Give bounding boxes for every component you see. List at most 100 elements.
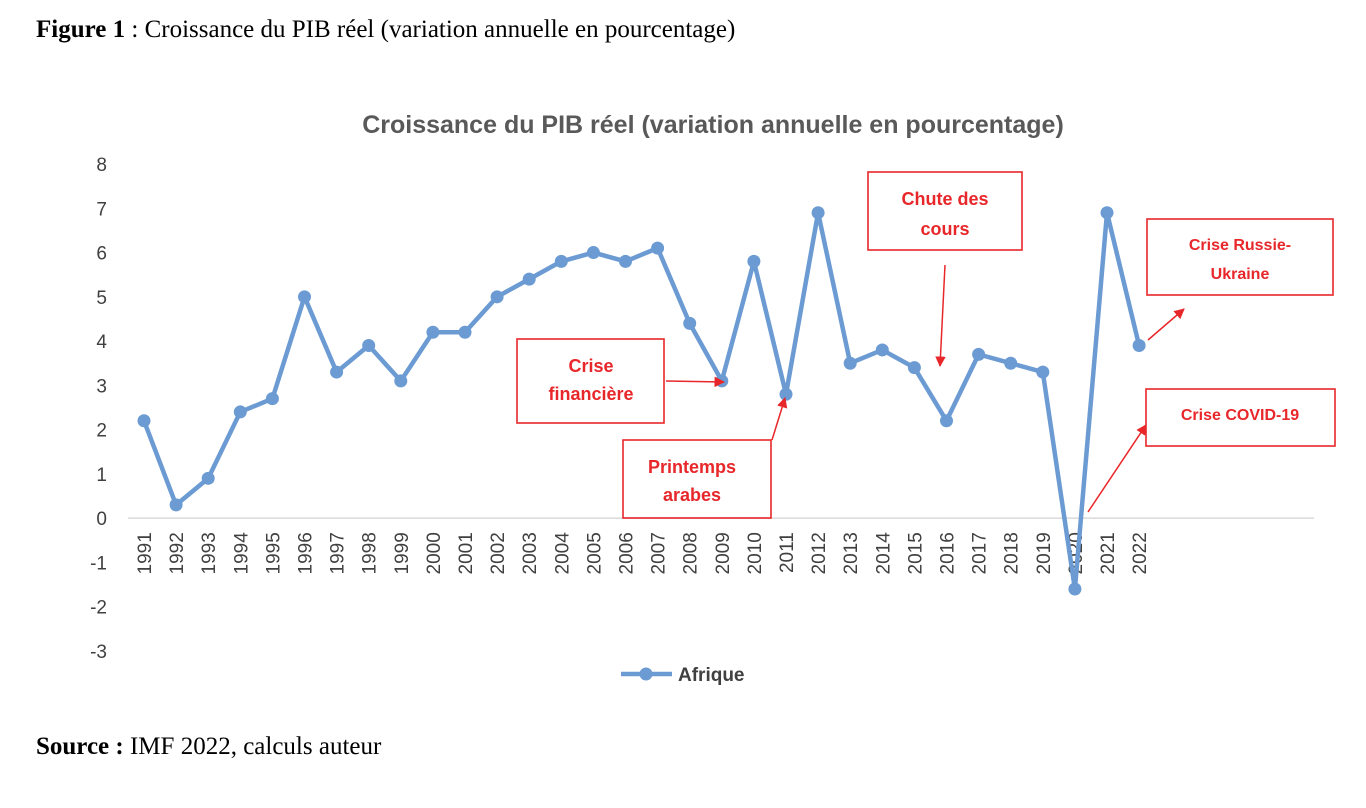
annotation-box	[1146, 218, 1334, 296]
data-point	[586, 246, 600, 260]
data-point	[490, 290, 504, 304]
x-tick-label: 2005	[584, 532, 605, 574]
annotation-text: Ukraine	[1211, 266, 1270, 283]
data-point	[875, 343, 889, 357]
annotation-box	[1145, 388, 1336, 447]
data-point	[298, 290, 311, 304]
annotation-2016: Chute des cours	[867, 171, 1023, 368]
data-point	[330, 365, 344, 379]
x-axis: 1991 1992 1993 1994 1995 1996 1997 1998 1999 2000…	[135, 532, 1151, 575]
data-point	[1068, 582, 1082, 596]
annotation-text: Chute des	[901, 189, 988, 209]
figure-caption-label: Figure 1	[36, 16, 126, 43]
series-line	[141, 210, 1142, 592]
x-tick-label: 2008	[681, 532, 702, 574]
x-tick-label: 2003	[520, 532, 541, 574]
data-point	[811, 206, 825, 220]
y-tick-label: 4	[96, 332, 107, 353]
legend-swatch-marker	[639, 667, 653, 681]
x-tick-label: 2011	[777, 532, 798, 573]
data-point	[233, 405, 247, 419]
data-point	[458, 325, 472, 339]
x-tick-label: 2022	[1130, 532, 1151, 574]
x-tick-label: 2013	[841, 532, 862, 574]
annotation-text: Crise	[568, 356, 613, 376]
annotation-text: arabes	[663, 485, 721, 505]
data-point	[137, 414, 151, 428]
data-point	[972, 347, 986, 361]
y-tick-label: 6	[96, 244, 107, 265]
data-point	[683, 316, 697, 330]
x-tick-label: 1992	[167, 532, 188, 574]
source-caption: Source : IMF 2022, calculs auteur	[36, 733, 381, 761]
data-point	[940, 414, 953, 428]
annotation-box	[622, 439, 772, 519]
annotation-text: Crise COVID-19	[1181, 407, 1299, 424]
y-tick-label: 3	[96, 376, 107, 397]
x-tick-label: 2000	[424, 532, 445, 574]
legend: Afrique	[621, 665, 745, 686]
y-tick-label: 5	[96, 288, 107, 309]
annotation-arrow	[935, 264, 946, 368]
annotation-arrow	[1147, 308, 1185, 341]
annotation-2009: Crise financière	[516, 338, 726, 424]
y-tick-label: 0	[96, 509, 107, 530]
data-point	[747, 254, 761, 268]
figure-caption: Figure 1 : Croissance du PIB réel (varia…	[36, 16, 735, 44]
annotation-2022: Crise Russie- Ukraine	[1146, 218, 1334, 341]
x-tick-label: 1996	[296, 532, 317, 574]
y-axis: 8 7 6 5 4 3 2 1 0 -1 -2 -3	[90, 155, 107, 663]
data-point	[169, 498, 183, 512]
x-tick-label: 2018	[1002, 532, 1023, 574]
data-point	[394, 374, 408, 388]
annotation-arrow	[1087, 424, 1147, 513]
x-tick-label: 1997	[328, 532, 349, 574]
x-tick-label: 2015	[905, 532, 926, 574]
x-tick-label: 2009	[713, 532, 734, 574]
data-point	[522, 272, 536, 286]
annotation-arrow	[771, 396, 788, 441]
data-point	[554, 254, 568, 268]
legend-label: Afrique	[678, 665, 745, 686]
x-tick-label: 2017	[970, 532, 991, 574]
data-point	[907, 361, 921, 375]
y-tick-label: 8	[96, 155, 107, 176]
annotation-2020: Crise COVID-19	[1087, 388, 1336, 513]
x-tick-label: 1991	[135, 532, 156, 574]
annotation-text: Crise Russie-	[1189, 237, 1291, 254]
annotations: Crise financière Printemps arabes Chute des c…	[516, 171, 1336, 519]
x-tick-label: 2010	[745, 532, 766, 574]
x-tick-label: 1995	[263, 532, 284, 574]
y-tick-label: -3	[90, 642, 107, 663]
x-tick-label: 2012	[809, 532, 830, 574]
data-point	[1036, 365, 1050, 379]
annotation-box	[516, 338, 665, 424]
y-tick-label: 1	[96, 465, 107, 486]
data-point	[362, 339, 376, 353]
x-tick-label: 2001	[456, 532, 477, 574]
x-tick-label: 2014	[873, 532, 894, 575]
data-point	[265, 392, 279, 406]
annotation-box	[867, 171, 1023, 251]
source-caption-text: IMF 2022, calculs auteur	[123, 733, 382, 760]
x-tick-label: 2004	[552, 532, 573, 575]
figure-caption-text: : Croissance du PIB réel (variation annu…	[125, 16, 736, 43]
x-tick-label: 1994	[231, 532, 252, 575]
x-tick-label: 1993	[199, 532, 220, 574]
x-tick-label: 1998	[360, 532, 381, 574]
x-tick-label: 2006	[617, 532, 638, 574]
x-tick-label: 2019	[1034, 532, 1055, 574]
x-tick-label: 1999	[392, 532, 413, 574]
data-point	[1004, 356, 1018, 370]
data-point	[651, 241, 665, 255]
data-point	[201, 471, 215, 485]
annotation-2011: Printemps arabes	[622, 396, 788, 519]
chart-title: Croissance du PIB réel (variation annuel…	[362, 111, 1064, 139]
data-point	[715, 374, 729, 388]
y-tick-label: -1	[90, 553, 107, 574]
y-tick-label: -2	[90, 598, 107, 619]
x-tick-label: 2016	[938, 532, 959, 574]
data-point	[779, 387, 793, 401]
x-tick-label: 2002	[488, 532, 509, 574]
